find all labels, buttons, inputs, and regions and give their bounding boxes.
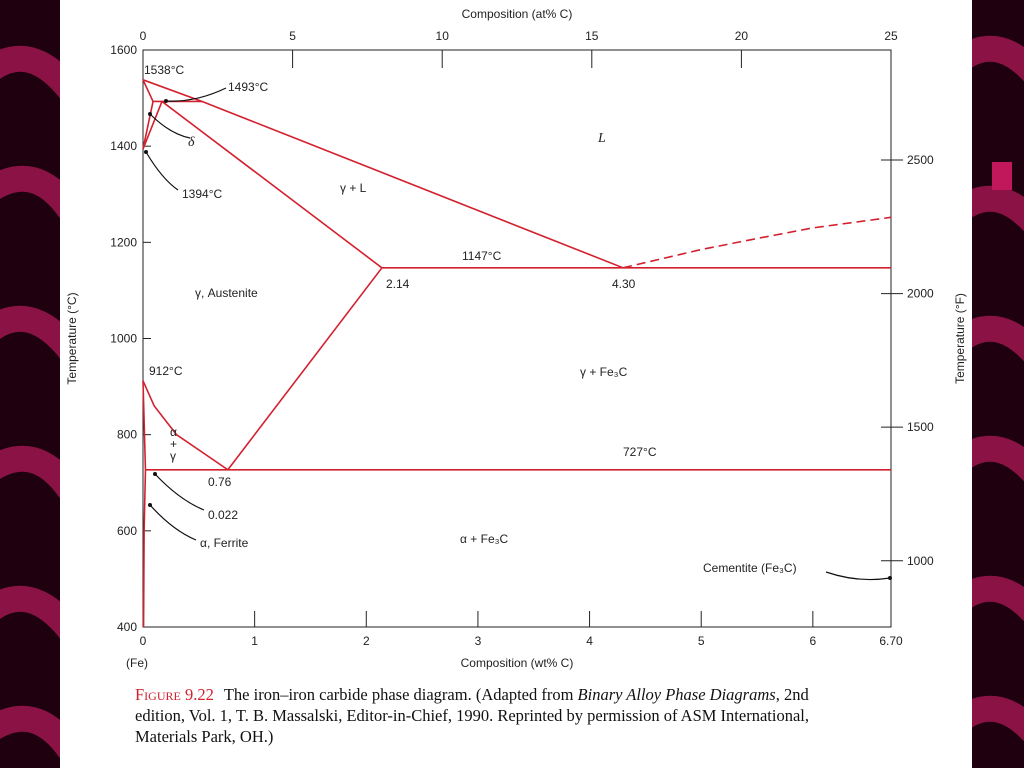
annotation: 1394°C bbox=[182, 187, 222, 201]
annotation-part: γ bbox=[170, 449, 176, 463]
x-tick-label: 4 bbox=[586, 634, 593, 648]
arrow-head bbox=[144, 150, 148, 154]
caption-text: , 2nd edition, Vol. 1, T. B. Massalski, … bbox=[135, 685, 809, 746]
leader-arrow bbox=[145, 151, 179, 191]
annotation: 0.76 bbox=[208, 475, 232, 489]
annotation: γ, Austenite bbox=[195, 286, 258, 300]
y2-tick-label: 1000 bbox=[907, 554, 934, 568]
x2-tick-label: 20 bbox=[735, 29, 749, 43]
annotation: 727°C bbox=[623, 445, 657, 459]
y2-tick-label: 2000 bbox=[907, 287, 934, 301]
arrow-head bbox=[164, 99, 168, 103]
phase-boundary bbox=[142, 79, 624, 269]
x-tick-label: 5 bbox=[698, 634, 705, 648]
annotation: 912°C bbox=[149, 364, 183, 378]
leader-arrow bbox=[149, 113, 191, 139]
x2-axis-title: Composition (at% C) bbox=[462, 7, 573, 21]
caption-text: The iron–iron carbide phase diagram. (Ad… bbox=[223, 685, 578, 704]
annotation: 4.30 bbox=[612, 277, 636, 291]
annotation: α + γ bbox=[170, 425, 177, 463]
annotation: 0.022 bbox=[208, 508, 238, 522]
phase-boundary bbox=[142, 380, 229, 471]
bullet bbox=[992, 162, 1012, 190]
leader-arrow bbox=[165, 87, 227, 102]
arrow-head bbox=[888, 576, 892, 580]
x-tick-label: 6.70 bbox=[879, 634, 903, 648]
phase-boundary bbox=[142, 380, 147, 470]
annotation: 2.14 bbox=[386, 277, 410, 291]
phase-boundary bbox=[142, 101, 154, 150]
annotation: α + Fe₃C bbox=[460, 532, 509, 546]
arrow-head bbox=[148, 112, 152, 116]
phase-boundary bbox=[161, 100, 383, 269]
y-tick-label: 1200 bbox=[110, 235, 137, 249]
annotation: γ + L bbox=[340, 181, 367, 195]
caption-label: Figure 9.22 bbox=[135, 685, 214, 704]
y-tick-label: 800 bbox=[117, 428, 137, 442]
leader-arrow bbox=[825, 571, 891, 581]
x2-tick-label: 0 bbox=[140, 29, 147, 43]
y-tick-label: 1000 bbox=[110, 332, 137, 346]
caption: Figure 9.22 The iron–iron carbide phase d… bbox=[135, 684, 855, 747]
phase-boundary bbox=[142, 469, 147, 628]
annotation: 1493°C bbox=[228, 80, 268, 94]
x-tick-label: 1 bbox=[251, 634, 258, 648]
x-origin-label: (Fe) bbox=[126, 656, 148, 670]
annotation: γ + Fe₃C bbox=[580, 365, 628, 379]
leader-arrow bbox=[149, 504, 197, 541]
y-tick-label: 1600 bbox=[110, 43, 137, 57]
annotation: Cementite (Fe₃C) bbox=[703, 561, 797, 575]
x2-tick-label: 15 bbox=[585, 29, 599, 43]
arrow-head bbox=[148, 503, 152, 507]
x-tick-label: 6 bbox=[810, 634, 817, 648]
annotation: 1538°C bbox=[144, 63, 184, 77]
x-axis-title: Composition (wt% C) bbox=[461, 656, 574, 670]
arrow-head bbox=[153, 472, 157, 476]
y-tick-label: 400 bbox=[117, 620, 137, 634]
x2-tick-label: 25 bbox=[884, 29, 898, 43]
annotation: α, Ferrite bbox=[200, 536, 249, 550]
caption-italic: Binary Alloy Phase Diagrams bbox=[577, 685, 776, 704]
chart: 0 1 2 3 4 5 6 6.70 0 5 10 15 20 25 400 600 800 1000 1200 14… bbox=[65, 7, 967, 670]
phase-boundary bbox=[227, 267, 383, 471]
annotation-part: + bbox=[170, 437, 177, 451]
plot-frame bbox=[142, 49, 892, 628]
y2-tick-label: 1500 bbox=[907, 420, 934, 434]
x-tick-label: 2 bbox=[363, 634, 370, 648]
x2-tick-label: 5 bbox=[289, 29, 296, 43]
annotation-part: α bbox=[170, 425, 177, 439]
annotation: δ bbox=[188, 135, 195, 150]
y2-tick-label: 2500 bbox=[907, 153, 934, 167]
leader-arrow bbox=[154, 473, 205, 511]
y2-axis-title: Temperature (°F) bbox=[953, 293, 967, 384]
figure-panel bbox=[60, 0, 972, 768]
x-tick-label: 3 bbox=[475, 634, 482, 648]
annotation: 1147°C bbox=[462, 249, 502, 263]
annotation: L bbox=[597, 131, 606, 146]
y-axis-title: Temperature (°C) bbox=[65, 292, 79, 384]
phase-boundary bbox=[622, 216, 892, 269]
x-tick-label: 0 bbox=[140, 634, 147, 648]
x2-tick-label: 10 bbox=[436, 29, 450, 43]
y-tick-label: 600 bbox=[117, 524, 137, 538]
y-tick-label: 1400 bbox=[110, 139, 137, 153]
phase-boundary bbox=[142, 79, 154, 102]
phase-boundary bbox=[142, 101, 163, 150]
